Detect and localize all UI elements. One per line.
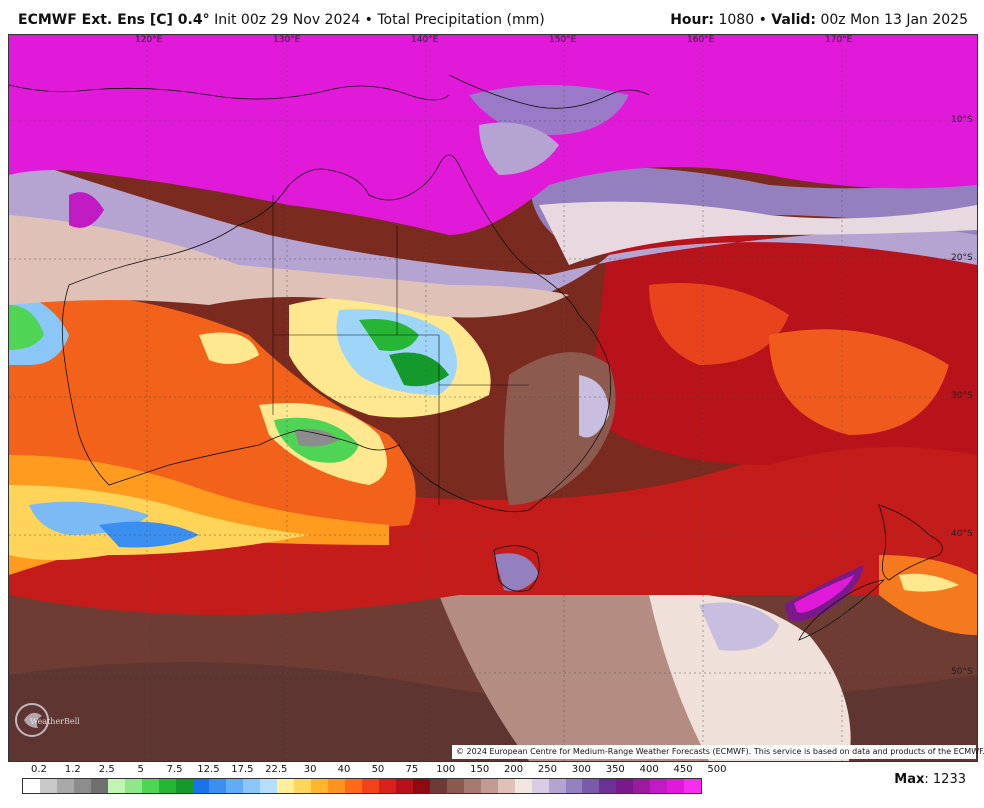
lon-label-130: 130°E [273, 35, 301, 45]
legend-tick-label: 22.5 [265, 764, 288, 775]
model-name: ECMWF Ext. Ens [C] 0.4° [18, 12, 210, 28]
valid-label: Valid: [771, 12, 817, 28]
legend-swatch [531, 779, 549, 793]
valid-separator: • [758, 12, 767, 28]
legend-swatch [260, 779, 278, 793]
legend-swatch [599, 779, 617, 793]
max-value-readout: Max: 1233 [894, 772, 966, 787]
legend-swatch [633, 779, 651, 793]
legend-swatch [395, 779, 413, 793]
legend-tick-label: 40 [337, 764, 351, 775]
legend-swatch [328, 779, 346, 793]
legend-swatch [412, 779, 430, 793]
lon-label-150: 150°E [549, 35, 577, 45]
hour-value: 1080 [718, 12, 755, 28]
max-label: Max [894, 772, 925, 787]
legend-swatch [73, 779, 91, 793]
lat-label-30: 30°S [951, 391, 973, 401]
max-value: 1233 [932, 772, 966, 787]
legend-swatch [497, 779, 515, 793]
legend-swatch [158, 779, 176, 793]
legend-swatch [667, 779, 685, 793]
legend-swatch [463, 779, 481, 793]
legend-swatch [345, 779, 363, 793]
legend-tick-label: 500 [707, 764, 727, 775]
legend-tick-label: 350 [605, 764, 625, 775]
lon-label-140: 140°E [411, 35, 439, 45]
legend-swatch [124, 779, 142, 793]
legend-swatch [446, 779, 464, 793]
legend-tick-label: 30 [303, 764, 317, 775]
legend-swatch [90, 779, 108, 793]
legend-swatch [480, 779, 498, 793]
legend-swatch [565, 779, 583, 793]
legend-tick-label: 75 [405, 764, 419, 775]
legend-swatch [226, 779, 244, 793]
legend-tick-label: 150 [470, 764, 490, 775]
copyright-notice: © 2024 European Centre for Medium-Range … [452, 745, 984, 759]
title-separator: • [364, 12, 373, 28]
map-title: ECMWF Ext. Ens [C] 0.4° Init 00z 29 Nov … [18, 12, 545, 28]
legend-tick-label: 17.5 [231, 764, 254, 775]
legend-tick-label: 1.2 [64, 764, 81, 775]
legend-swatch [294, 779, 312, 793]
init-time: Init 00z 29 Nov 2024 [214, 12, 361, 28]
legend-labels: 0.2 1.2 2.5 5 7.5 12.5 17.5 22.5 30 40 50 75 100 150 2… [22, 764, 727, 776]
hour-label: Hour: [670, 12, 715, 28]
legend-tick-label: 200 [504, 764, 524, 775]
legend-tick-label: 2.5 [98, 764, 115, 775]
legend-swatch [311, 779, 329, 793]
legend-swatch [514, 779, 532, 793]
lat-label-40: 40°S [951, 529, 973, 539]
legend-swatch [39, 779, 57, 793]
legend-swatch [209, 779, 227, 793]
valid-value: 00z Mon 13 Jan 2025 [820, 12, 968, 28]
legend-tick-label: 7.5 [166, 764, 183, 775]
legend-swatch [684, 779, 702, 793]
color-scale-legend [22, 778, 702, 794]
watermark-text: WeatherBell [30, 717, 80, 726]
legend-swatch [429, 779, 447, 793]
lat-label-20: 20°S [951, 253, 973, 263]
legend-tick-label: 300 [571, 764, 591, 775]
legend-tick-label: 400 [639, 764, 659, 775]
legend-swatch [277, 779, 295, 793]
legend-tick-label: 5 [137, 764, 144, 775]
legend-swatch [107, 779, 125, 793]
lat-label-10: 10°S [951, 115, 973, 125]
precipitation-map: 120°E 130°E 140°E 150°E 160°E 170°E 10°S… [8, 34, 978, 762]
legend-swatch [616, 779, 634, 793]
legend-swatch [362, 779, 380, 793]
legend-tick-label: 50 [371, 764, 385, 775]
legend-tick-label: 12.5 [197, 764, 220, 775]
legend-swatch [548, 779, 566, 793]
legend-tick-label: 250 [537, 764, 557, 775]
legend-swatch [650, 779, 668, 793]
header: ECMWF Ext. Ens [C] 0.4° Init 00z 29 Nov … [0, 0, 984, 34]
legend-swatch [175, 779, 193, 793]
legend-tick-label: 100 [436, 764, 456, 775]
lat-label-50: 50°S [951, 667, 973, 677]
legend-swatch [141, 779, 159, 793]
legend-swatch [192, 779, 210, 793]
precipitation-field [9, 35, 977, 761]
legend-tick-label: 450 [673, 764, 693, 775]
legend-swatch [243, 779, 261, 793]
legend-tick-label: 0.2 [30, 764, 47, 775]
field-name: Total Precipitation (mm) [377, 12, 545, 28]
legend-swatch [379, 779, 396, 793]
legend-swatch [23, 779, 40, 793]
lon-label-160: 160°E [687, 35, 715, 45]
valid-time-info: Hour: 1080 • Valid: 00z Mon 13 Jan 2025 [670, 12, 968, 28]
weatherbell-logo: WeatherBell [14, 698, 104, 742]
legend-swatch [582, 779, 600, 793]
legend-swatch [56, 779, 74, 793]
lon-label-120: 120°E [135, 35, 163, 45]
lon-label-170: 170°E [825, 35, 853, 45]
